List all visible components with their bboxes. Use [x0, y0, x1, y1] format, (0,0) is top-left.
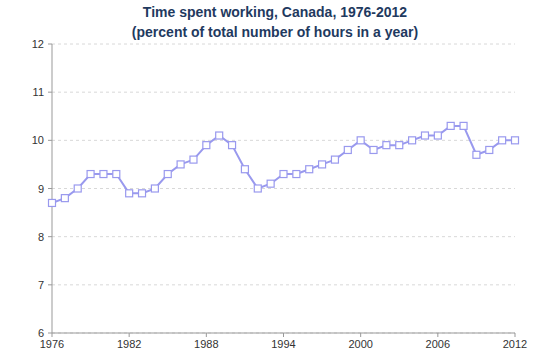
x-tick [52, 333, 53, 337]
data-point [254, 185, 261, 192]
data-point [164, 171, 171, 178]
y-tick-label: 10 [32, 134, 44, 146]
data-point [383, 142, 390, 149]
data-point [126, 190, 133, 197]
data-point [113, 171, 120, 178]
grid-line [52, 140, 515, 141]
data-point [331, 156, 338, 163]
x-tick [283, 333, 284, 337]
data-point [293, 171, 300, 178]
y-axis [52, 44, 53, 333]
y-tick [48, 44, 52, 45]
data-point [486, 146, 493, 153]
x-tick [437, 333, 438, 337]
x-tick-label: 2000 [348, 338, 372, 350]
data-point [151, 185, 158, 192]
data-point [357, 137, 364, 144]
y-tick-label: 9 [38, 183, 44, 195]
data-point [190, 156, 197, 163]
data-point [216, 132, 223, 139]
grid-line [52, 92, 515, 93]
x-tick-label: 1982 [117, 338, 141, 350]
data-point [421, 132, 428, 139]
data-point [139, 190, 146, 197]
y-tick [48, 140, 52, 141]
x-tick [515, 333, 516, 337]
chart-container: Time spent working, Canada, 1976-2012 (pe… [0, 0, 550, 350]
grid-line [52, 236, 515, 237]
data-point [460, 122, 467, 129]
data-line [52, 126, 515, 203]
y-tick-label: 11 [33, 86, 44, 98]
data-point [344, 146, 351, 153]
data-point [49, 199, 56, 206]
y-tick [48, 92, 52, 93]
data-point [177, 161, 184, 168]
y-tick [48, 284, 52, 285]
data-point [100, 171, 107, 178]
data-point [370, 146, 377, 153]
grid-line [52, 188, 515, 189]
x-tick-label: 2012 [503, 338, 527, 350]
grid-line [52, 284, 515, 285]
y-tick [48, 236, 52, 237]
x-tick-label: 1976 [40, 338, 64, 350]
data-point [447, 122, 454, 129]
y-tick-label: 7 [38, 279, 44, 291]
data-point [241, 166, 248, 173]
y-tick-label: 12 [32, 38, 44, 50]
data-point [512, 137, 519, 144]
x-tick [129, 333, 130, 337]
x-tick-label: 1988 [194, 338, 218, 350]
y-tick [48, 188, 52, 189]
data-point [499, 137, 506, 144]
x-tick-label: 1994 [271, 338, 295, 350]
data-point [229, 142, 236, 149]
data-point [280, 171, 287, 178]
subtitle: (percent of total number of hours in a y… [132, 24, 418, 40]
data-point [434, 132, 441, 139]
data-point [61, 195, 68, 202]
data-point [87, 171, 94, 178]
y-tick [48, 333, 52, 334]
data-point [396, 142, 403, 149]
x-tick-label: 2006 [426, 338, 450, 350]
data-point [409, 137, 416, 144]
title: Time spent working, Canada, 1976-2012 [143, 4, 408, 20]
data-point [306, 166, 313, 173]
data-point [74, 185, 81, 192]
y-tick-label: 8 [38, 231, 44, 243]
data-point [267, 180, 274, 187]
chart-svg: Time spent working, Canada, 1976-2012 (pe… [0, 0, 550, 350]
grid-line [52, 44, 515, 45]
data-point [203, 142, 210, 149]
data-point [319, 161, 326, 168]
plot-area [49, 122, 519, 206]
x-tick [360, 333, 361, 337]
data-point [473, 151, 480, 158]
x-tick [206, 333, 207, 337]
